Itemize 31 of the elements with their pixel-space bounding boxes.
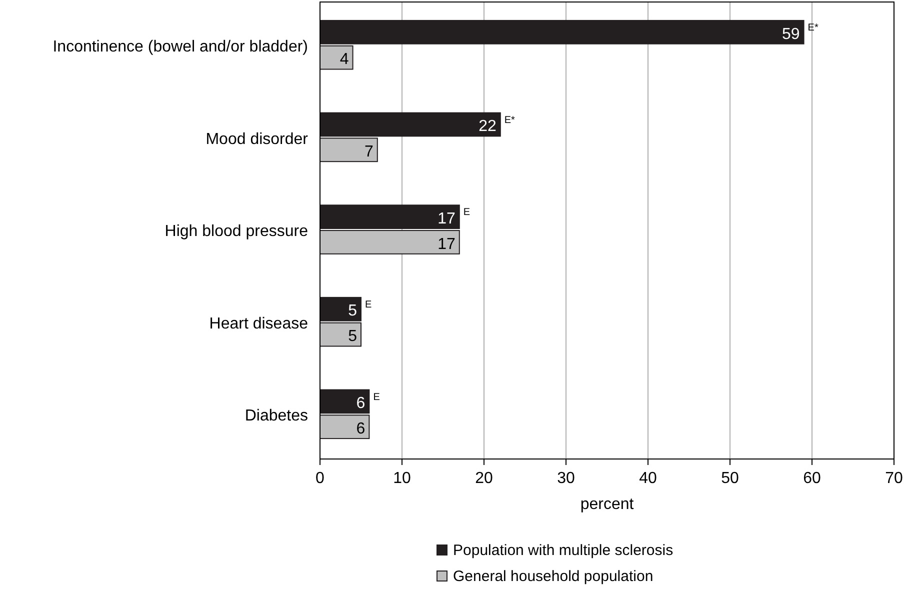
y-tick-label: Incontinence (bowel and/or bladder) [52, 38, 308, 56]
data-label: 5 [348, 328, 358, 346]
data-label: 17 [438, 210, 456, 228]
legend-label: General household population [453, 568, 654, 585]
x-axis-title: percent [580, 496, 634, 513]
x-tick-label: 50 [721, 470, 739, 487]
y-tick-label: Diabetes [244, 408, 308, 425]
x-tick-label: 10 [393, 470, 411, 487]
annotation: E [463, 207, 470, 218]
annotation: E* [808, 22, 818, 34]
data-label: 4 [340, 51, 349, 68]
data-label: 7 [364, 143, 374, 160]
x-tick-label: 70 [885, 470, 903, 487]
data-label: 6 [356, 395, 366, 412]
annotation: E [373, 392, 380, 403]
annotation: E [365, 299, 372, 310]
legend-label: Population with multiple sclerosis [453, 542, 674, 559]
x-tick-label: 30 [557, 470, 575, 487]
y-tick-label: High blood pressure [164, 223, 308, 240]
y-tick-label: Heart disease [209, 315, 308, 332]
x-tick-label: 0 [316, 470, 325, 487]
data-label: 22 [478, 118, 496, 136]
x-tick-label: 40 [639, 470, 657, 487]
x-tick-label: 60 [803, 470, 821, 487]
data-label: 6 [356, 420, 366, 438]
data-label: 59 [782, 26, 800, 43]
y-tick-label: Mood disorder [206, 130, 309, 148]
x-tick-label: 20 [475, 470, 493, 487]
annotation: E* [504, 114, 516, 126]
data-label: 17 [438, 236, 456, 253]
data-label: 5 [348, 302, 358, 320]
